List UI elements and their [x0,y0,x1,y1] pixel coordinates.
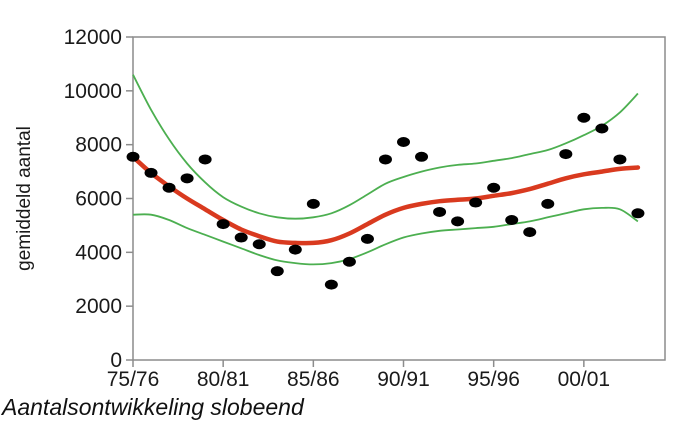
data-point [324,279,338,290]
chart-svg: 0 2000 4000 6000 8000 10000 12000 75/76 80/81 85/… [14,26,666,390]
data-point [613,154,627,165]
data-point [360,233,374,244]
data-point [451,216,465,227]
data-point [180,173,194,184]
data-point [577,112,591,123]
data-point [234,232,248,243]
data-point [397,136,411,147]
y-tick-label: 6000 [75,188,122,211]
data-point [144,167,158,178]
y-tick-label: 12000 [64,26,122,49]
x-tick-label: 90/91 [377,368,430,390]
lines-group [130,74,641,266]
x-tick-label: 85/86 [287,368,340,390]
data-point [415,151,429,162]
data-point [523,227,537,238]
data-point [559,149,573,160]
plot-frame [132,36,666,361]
chart-caption: Aantalsontwikkeling slobeend [2,394,304,420]
data-point [469,197,483,208]
axes-group [126,36,666,367]
y-tick-label: 10000 [64,80,122,103]
trend-line [130,154,641,246]
interval-line-upper [132,74,639,220]
data-point [342,256,356,267]
data-point [595,123,609,134]
data-point [252,239,266,250]
data-point [505,215,519,226]
data-point [433,206,447,217]
data-point [216,219,230,230]
data-point [162,182,176,193]
y-axis-title: gemiddeld aantal [14,126,35,271]
data-point [288,244,302,255]
data-point [126,151,140,162]
data-point [198,154,212,165]
data-point [541,198,555,209]
y-tick-label: 4000 [75,241,122,264]
interval-line-lower [132,206,639,266]
data-point [306,198,320,209]
data-point [631,208,645,219]
x-tick-label: 95/96 [467,368,520,390]
y-tick-label: 2000 [75,295,122,318]
points-group [126,112,645,290]
y-tick-label: 0 [110,349,122,372]
data-point [487,182,501,193]
x-tick-label: 80/81 [197,368,250,390]
data-point [378,154,392,165]
x-tick-label: 75/76 [107,368,160,390]
y-tick-label: 8000 [75,134,122,157]
labels-group: 0 2000 4000 6000 8000 10000 12000 75/76 80/81 85/… [14,26,610,390]
chart: 0 2000 4000 6000 8000 10000 12000 75/76 80/81 85/… [14,26,666,390]
x-tick-label: 00/01 [558,368,611,390]
data-point [270,266,284,277]
